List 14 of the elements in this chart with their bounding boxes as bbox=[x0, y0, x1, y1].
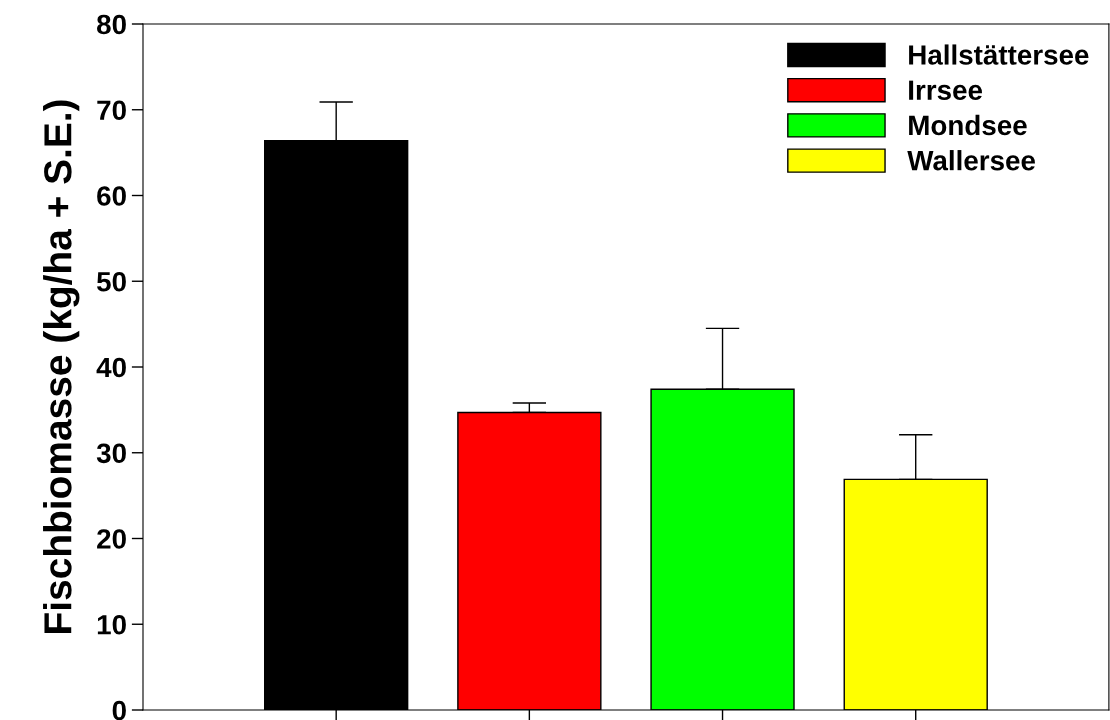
y-tick-label: 40 bbox=[96, 357, 126, 378]
y-tick-label: 80 bbox=[97, 14, 126, 35]
y-tick-label: 70 bbox=[97, 100, 126, 121]
y-tick-label: 20 bbox=[97, 529, 126, 549]
y-tick-label: 30 bbox=[96, 443, 126, 464]
legend-label: Irrsee bbox=[909, 80, 982, 101]
y-tick-label: 60 bbox=[97, 186, 126, 206]
y-axis-title: Fischbiomasse (kg/ha + S.E.) bbox=[43, 100, 80, 633]
legend-label: Wallersee bbox=[907, 150, 1035, 171]
legend-label: Hallstättersee bbox=[909, 44, 1089, 65]
legend-label: Mondsee bbox=[909, 114, 1027, 136]
y-tick-label: 50 bbox=[96, 271, 126, 292]
y-tick-label: 10 bbox=[97, 614, 126, 635]
y-tick-label: 0 bbox=[112, 700, 126, 720]
